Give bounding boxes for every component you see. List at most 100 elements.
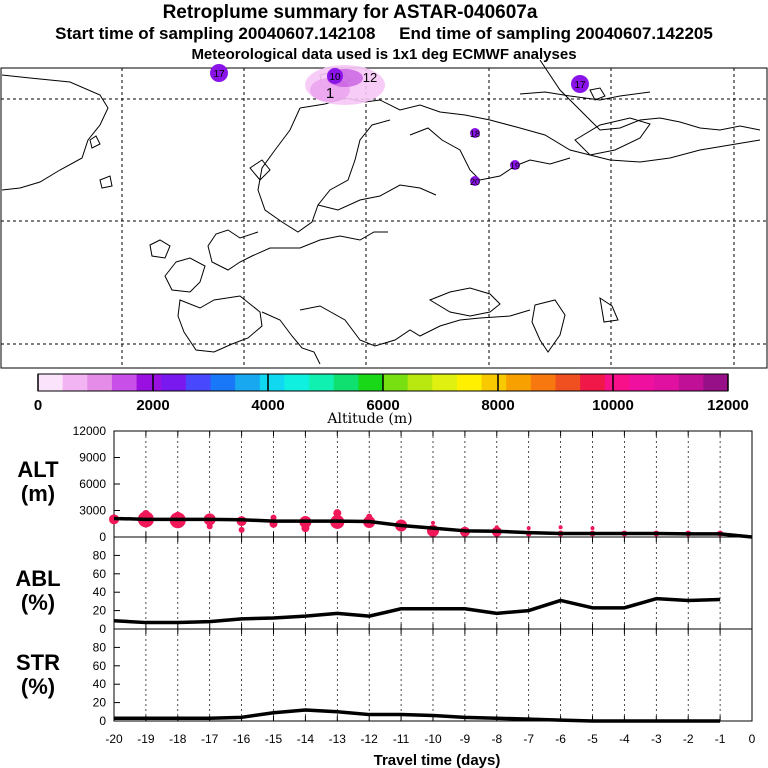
panel-alt: 0 3000 6000 9000 12000 <box>73 424 753 544</box>
x-tick-labels: -20 -19 -18 -17 -16 -15 -14 -13 -12 -11 -10 -9 -8 -7-… <box>105 732 755 746</box>
x-tick-label: -12 <box>361 732 379 746</box>
cluster-marker <box>510 160 520 170</box>
series-line <box>113 516 753 539</box>
altitude-dot <box>558 525 563 530</box>
colorbar-cell <box>456 374 483 391</box>
x-tick-label: -13 <box>329 732 347 746</box>
str-label: STR <box>16 650 60 675</box>
colorbar-cell <box>678 374 704 391</box>
x-tick-label: -18 <box>169 732 187 746</box>
y-tick-label: 40 <box>93 585 107 599</box>
colorbar-tick-label: 8000 <box>481 397 514 414</box>
colorbar-cell <box>284 374 310 391</box>
colorbar-cell <box>530 374 556 391</box>
x-tick-label: -4 <box>619 732 630 746</box>
altitude-dot <box>366 513 373 520</box>
colorbar-cell <box>703 374 729 391</box>
altitude-dot <box>494 525 499 530</box>
colorbar-cell <box>333 374 359 391</box>
cluster-marker <box>210 64 228 82</box>
x-tick-label: -2 <box>683 732 694 746</box>
x-tick-label: -7 <box>523 732 534 746</box>
y-tick-label: 80 <box>93 640 107 654</box>
y-tick-label: 20 <box>93 604 107 618</box>
x-tick-label: -3 <box>651 732 662 746</box>
map-label: 18 <box>470 129 480 139</box>
altitude-dot <box>431 520 435 525</box>
colorbar-cell <box>111 374 138 391</box>
colorbar-ticks: 0 2000 4000 6000 8000 10000 12000 <box>34 374 749 414</box>
plume-markers: 17 17 18 19 20 10 12 1 <box>210 64 589 187</box>
colorbar-label: Altitude (m) <box>326 411 412 427</box>
altitude-dot <box>301 524 310 533</box>
colorbar-cell <box>210 374 236 391</box>
colorbar-cell <box>432 374 458 391</box>
x-tick-label: -6 <box>555 732 566 746</box>
colorbar-cell <box>481 374 507 391</box>
colorbar-cell <box>185 374 211 391</box>
x-tick-label: -11 <box>393 732 410 746</box>
y-tick-label: 20 <box>93 696 107 710</box>
map-label: 17 <box>213 69 225 80</box>
y-tick-label: 60 <box>93 567 107 581</box>
altitude-dot <box>270 514 277 521</box>
timeseries-panels: 030006000900012000020406080020406080-20-… <box>73 424 756 746</box>
colorbar-cell <box>604 374 630 391</box>
colorbar-cell <box>87 374 113 391</box>
map-frame <box>0 67 768 369</box>
sampling-times: Start time of sampling 20040607.142108 E… <box>55 24 713 43</box>
colorbar-tick-label: 6000 <box>366 397 399 414</box>
x-tick-label: -5 <box>587 732 598 746</box>
alt-label: ALT <box>17 457 59 482</box>
colorbar-cell <box>136 374 162 391</box>
alt-unit: (m) <box>21 481 55 506</box>
series-line <box>114 708 721 723</box>
map-label: 10 <box>329 72 341 83</box>
x-tick-label: -19 <box>137 732 155 746</box>
cluster-marker <box>571 75 589 93</box>
colorbar-cell <box>358 374 384 391</box>
map-label: 1 <box>326 85 334 102</box>
x-tick-label: -20 <box>105 732 123 746</box>
colorbar-cell <box>259 374 285 391</box>
colorbar-cell <box>62 374 88 391</box>
abl-label: ABL <box>15 566 60 591</box>
altitude-dot <box>238 526 245 533</box>
y-tick-label: 0 <box>99 714 106 728</box>
map-label: 17 <box>574 80 586 91</box>
panel-str: 0 20 40 60 80 <box>93 628 753 728</box>
colorbar-tick-label: 4000 <box>251 397 284 414</box>
colorbar: 0 2000 4000 6000 8000 10000 12000 Altitude (m) <box>34 373 749 427</box>
colorbar-cell <box>383 374 409 391</box>
map-graticule <box>1 68 767 368</box>
map-label: 20 <box>470 177 480 187</box>
x-tick-label: -10 <box>424 732 442 746</box>
y-tick-label: 12000 <box>73 424 107 438</box>
colorbar-cell <box>654 374 680 391</box>
abl-unit: (%) <box>21 590 55 615</box>
page-title: Retroplume summary for ASTAR-040607a <box>162 2 538 23</box>
y-tick-label: 80 <box>93 548 107 562</box>
colorbar-cell <box>580 374 606 391</box>
colorbar-tick-label: 2000 <box>136 397 169 414</box>
colorbar-cell <box>629 374 655 391</box>
map-label: 12 <box>363 70 377 85</box>
y-tick-label: 6000 <box>79 477 106 491</box>
colorbar-cell <box>407 374 433 391</box>
map-label: 19 <box>510 161 520 171</box>
cluster-marker <box>470 176 480 186</box>
colorbar-cell <box>235 374 261 391</box>
y-tick-label: 0 <box>99 530 106 544</box>
x-tick-label: -16 <box>233 732 251 746</box>
str-unit: (%) <box>21 674 55 699</box>
x-tick-label: 0 <box>749 732 756 746</box>
y-tick-label: 60 <box>93 659 107 673</box>
x-tick-label: -9 <box>460 732 471 746</box>
y-tick-label: 40 <box>93 677 107 691</box>
altitude-dot <box>333 509 342 518</box>
colorbar-tick-label: 10000 <box>592 397 634 414</box>
panel-labels: ALT (m) ABL (%) STR (%) <box>15 457 60 699</box>
x-axis-title: Travel time (days) <box>374 752 501 768</box>
colorbar-cell <box>506 374 532 391</box>
